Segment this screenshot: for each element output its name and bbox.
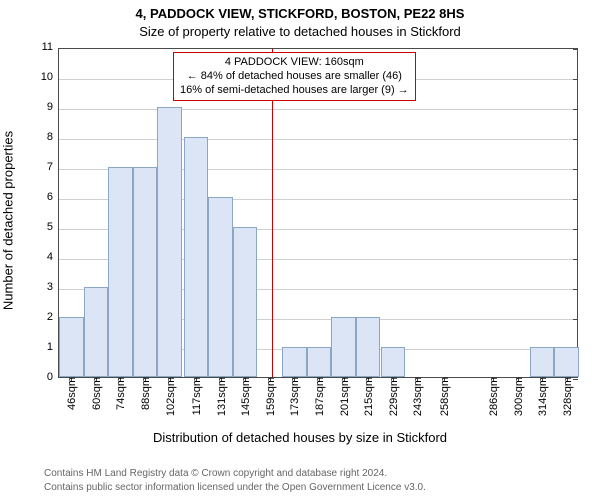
gridline [59,109,577,110]
y-tick-mark [573,319,578,320]
x-tick-label: 46sqm [64,377,78,410]
histogram-bar [59,317,84,377]
y-tick-label: 5 [47,221,59,233]
y-tick-mark [573,199,578,200]
histogram-bar [554,347,579,377]
histogram-bar [184,137,209,377]
y-tick-label: 2 [47,311,59,323]
histogram-bar [84,287,109,377]
annotation-box: 4 PADDOCK VIEW: 160sqm← 84% of detached … [173,52,416,101]
gridline [59,139,577,140]
x-tick-label: 286sqm [486,377,500,416]
chart-subtitle: Size of property relative to detached ho… [0,24,600,39]
y-tick-label: 10 [41,71,59,83]
y-tick-mark [573,109,578,110]
chart-title: 4, PADDOCK VIEW, STICKFORD, BOSTON, PE22… [0,6,600,21]
x-tick-label: 229sqm [386,377,400,416]
x-tick-label: 201sqm [337,377,351,416]
histogram-bar [208,197,233,377]
histogram-bar [133,167,158,377]
y-tick-label: 4 [47,251,59,263]
plot-area: 0123456789101146sqm60sqm74sqm88sqm102sqm… [58,48,578,378]
x-tick-label: 88sqm [138,377,152,410]
y-tick-label: 9 [47,101,59,113]
y-tick-label: 8 [47,131,59,143]
y-tick-mark [573,169,578,170]
x-tick-label: 102sqm [163,377,177,416]
x-tick-label: 314sqm [535,377,549,416]
x-tick-label: 74sqm [113,377,127,410]
y-axis-label: Number of detached properties [1,56,16,386]
histogram-bar [157,107,182,377]
histogram-bar [331,317,356,377]
x-axis-label: Distribution of detached houses by size … [0,430,600,445]
x-tick-label: 215sqm [361,377,375,416]
histogram-bar [282,347,307,377]
y-tick-label: 3 [47,281,59,293]
annotation-line: ← 84% of detached houses are smaller (46… [180,70,409,84]
y-tick-label: 0 [47,371,59,383]
histogram-bar [530,347,555,377]
x-tick-label: 173sqm [287,377,301,416]
annotation-line: 16% of semi-detached houses are larger (… [180,84,409,98]
x-tick-label: 60sqm [89,377,103,410]
annotation-line: 4 PADDOCK VIEW: 160sqm [180,56,409,70]
y-tick-mark [573,139,578,140]
footnote-line-2: Contains public sector information licen… [44,482,426,493]
footnote-line-1: Contains HM Land Registry data © Crown c… [44,468,387,479]
chart-container: 4, PADDOCK VIEW, STICKFORD, BOSTON, PE22… [0,0,600,500]
histogram-bar [307,347,332,377]
y-tick-label: 7 [47,161,59,173]
y-tick-mark [573,259,578,260]
y-tick-mark [573,229,578,230]
histogram-bar [233,227,258,377]
y-tick-label: 1 [47,341,59,353]
x-tick-label: 187sqm [312,377,326,416]
y-tick-label: 11 [42,41,59,53]
x-tick-label: 300sqm [511,377,525,416]
histogram-bar [381,347,406,377]
x-tick-label: 145sqm [238,377,252,416]
y-tick-mark [573,79,578,80]
x-tick-label: 117sqm [189,377,203,415]
histogram-bar [356,317,381,377]
x-tick-label: 328sqm [560,377,574,416]
x-tick-label: 258sqm [437,377,451,416]
x-tick-label: 243sqm [410,377,424,416]
y-tick-mark [573,289,578,290]
y-tick-label: 6 [47,191,59,203]
x-tick-label: 131sqm [214,377,228,416]
y-tick-mark [573,49,578,50]
histogram-bar [108,167,133,377]
x-tick-label: 159sqm [263,377,277,416]
